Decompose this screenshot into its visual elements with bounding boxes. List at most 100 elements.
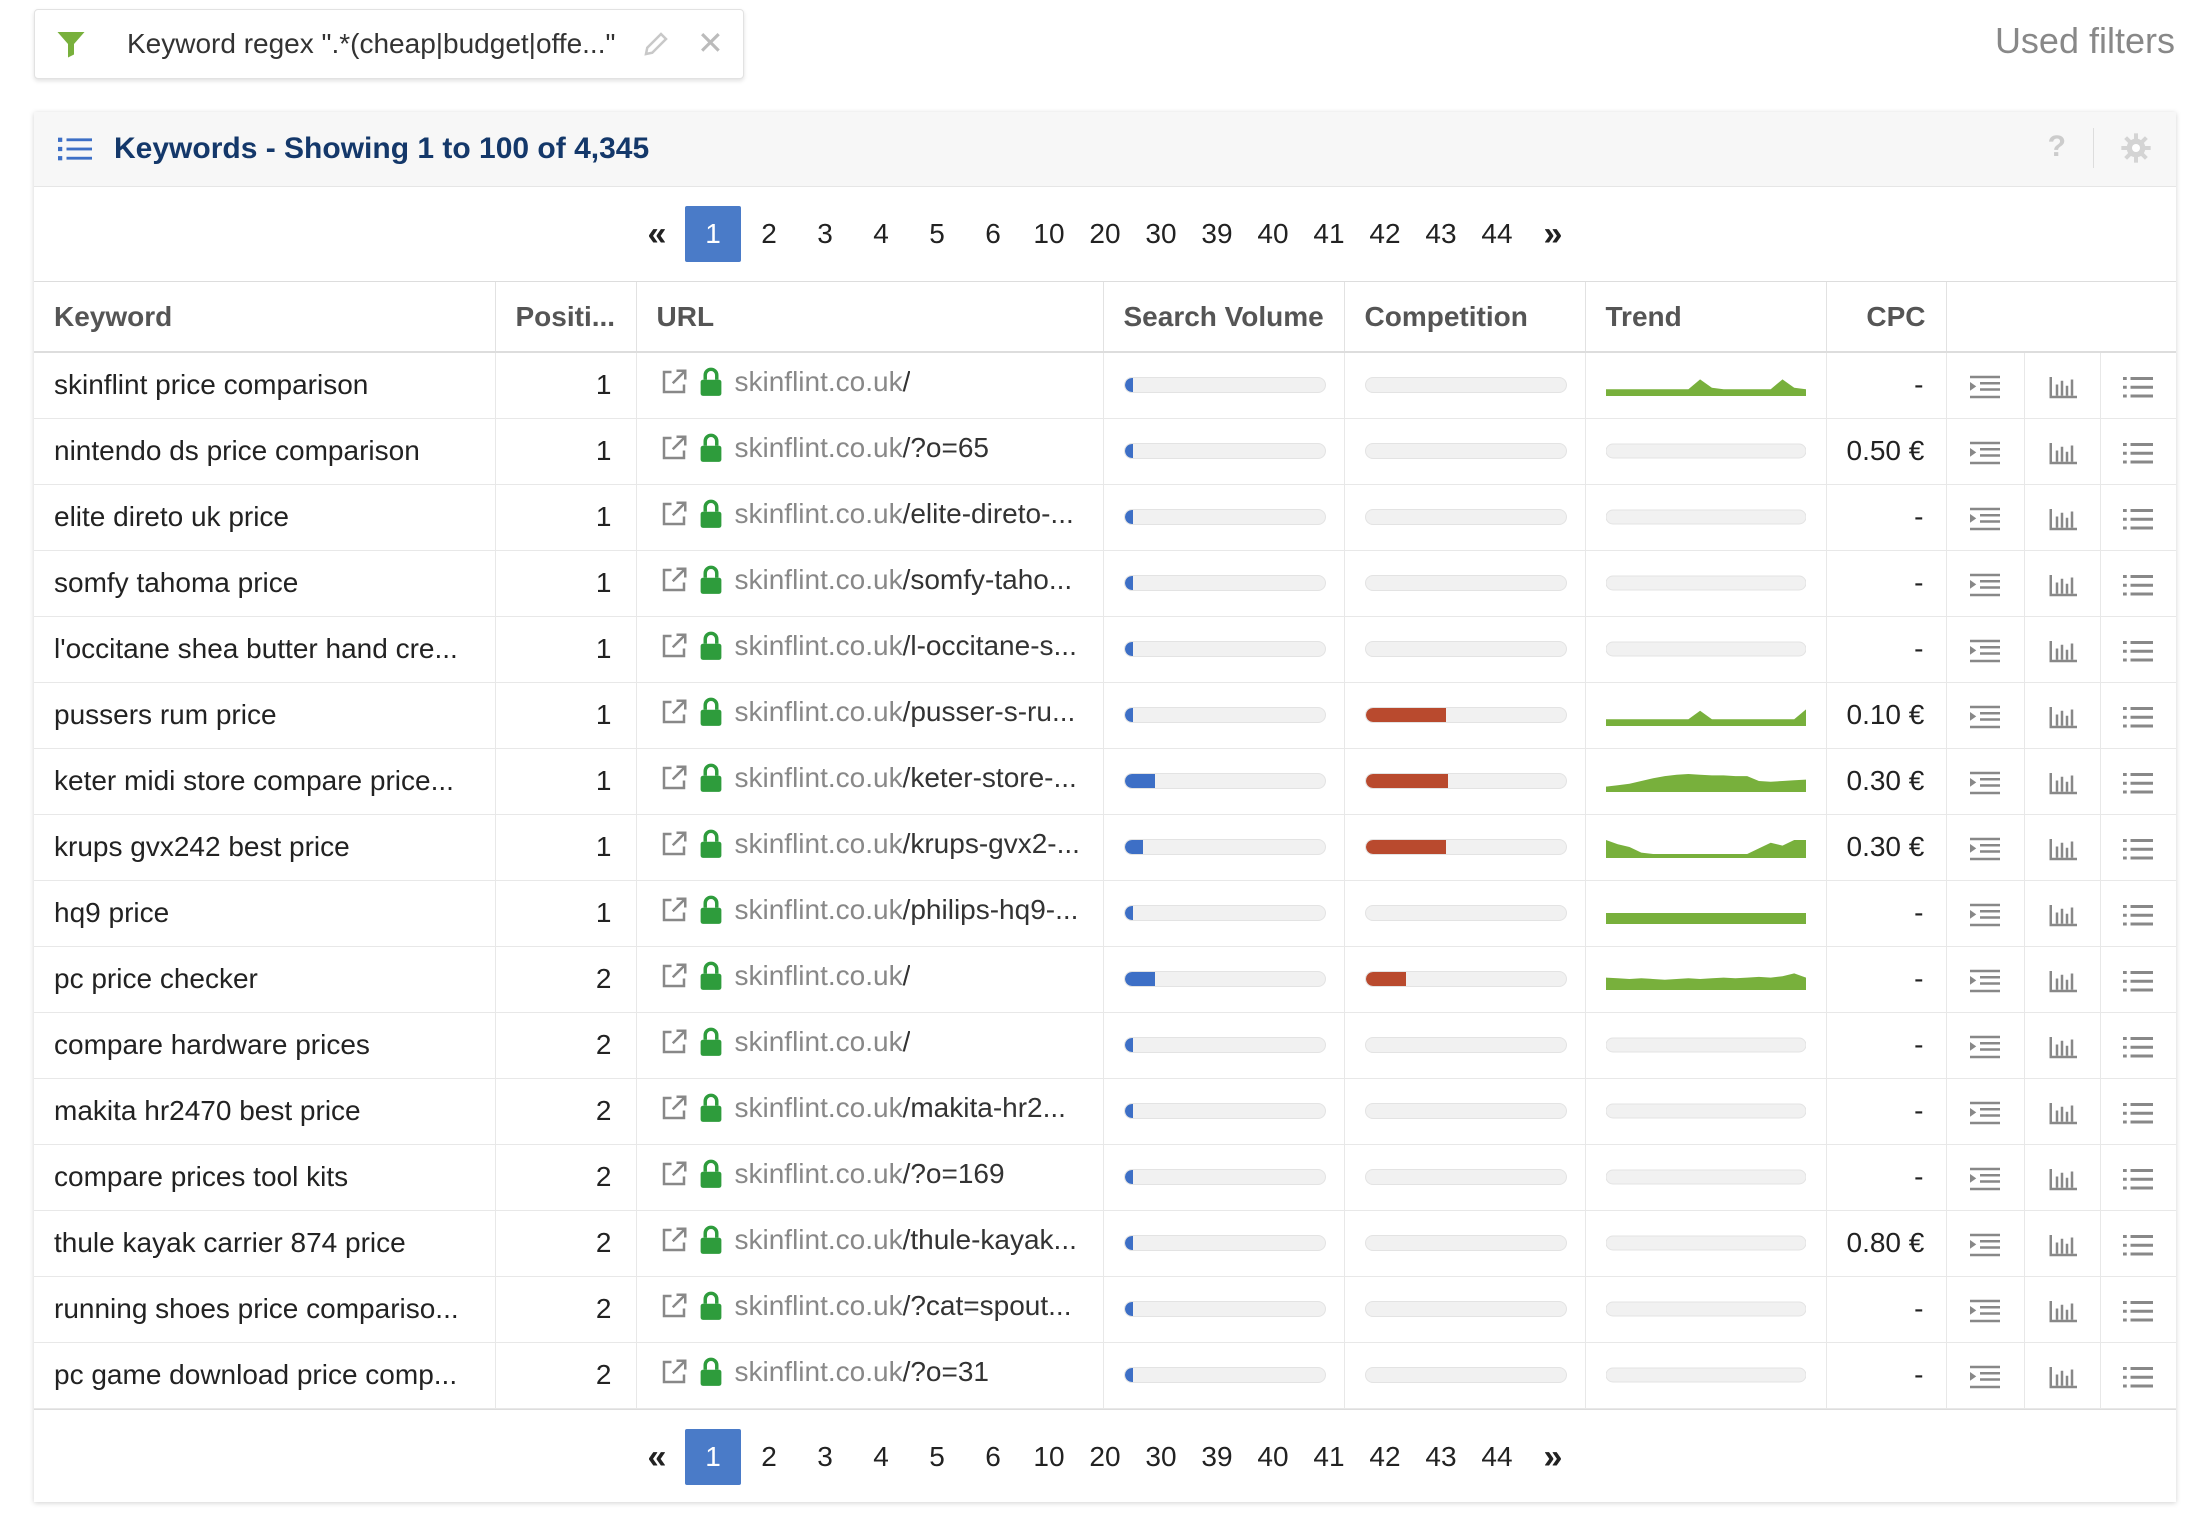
keyword-detail-icon[interactable] xyxy=(1946,814,2025,881)
url-link[interactable]: skinflint.co.uk/?o=65 xyxy=(735,432,990,464)
keyword-cell[interactable]: compare prices tool kits xyxy=(34,1144,496,1211)
url-link[interactable]: skinflint.co.uk/krups-gvx2-... xyxy=(735,828,1080,860)
external-link-icon[interactable] xyxy=(659,631,689,661)
keyword-detail-icon[interactable] xyxy=(1946,550,2025,617)
page-3-button[interactable]: 3 xyxy=(817,1440,833,1472)
last-page-button[interactable]: » xyxy=(1543,1437,1563,1476)
page-4-button[interactable]: 4 xyxy=(873,218,889,249)
keyword-cell[interactable]: skinflint price comparison xyxy=(34,352,496,419)
help-icon[interactable]: ? xyxy=(2047,130,2066,163)
col-competition[interactable]: Competition xyxy=(1344,282,1586,353)
bar-chart-icon[interactable] xyxy=(2024,1210,2101,1277)
keyword-detail-icon[interactable] xyxy=(1946,1012,2025,1079)
external-link-icon[interactable] xyxy=(659,829,689,859)
keyword-detail-icon[interactable] xyxy=(1946,682,2025,749)
keyword-detail-icon[interactable] xyxy=(1946,418,2025,485)
list-details-icon[interactable] xyxy=(2100,484,2176,551)
page-20-button[interactable]: 20 xyxy=(1089,1440,1121,1472)
url-link[interactable]: skinflint.co.uk/?o=31 xyxy=(735,1356,990,1388)
page-6-button[interactable]: 6 xyxy=(985,218,1001,249)
keyword-cell[interactable]: keter midi store compare price... xyxy=(34,748,496,815)
url-link[interactable]: skinflint.co.uk/elite-direto-... xyxy=(735,498,1074,530)
url-link[interactable]: skinflint.co.uk/ xyxy=(735,1026,911,1058)
active-filter-chip[interactable]: Keyword regex ".*(cheap|budget|offe..." … xyxy=(34,9,744,79)
page-43-button[interactable]: 43 xyxy=(1425,1440,1457,1472)
page-10-button[interactable]: 10 xyxy=(1033,1440,1065,1472)
page-41-button[interactable]: 41 xyxy=(1313,218,1345,249)
page-10-button[interactable]: 10 xyxy=(1033,218,1065,249)
page-2-button[interactable]: 2 xyxy=(761,218,777,249)
external-link-icon[interactable] xyxy=(659,1159,689,1189)
url-link[interactable]: skinflint.co.uk/philips-hq9-... xyxy=(735,894,1079,926)
external-link-icon[interactable] xyxy=(659,1093,689,1123)
keyword-detail-icon[interactable] xyxy=(1946,748,2025,815)
page-42-button[interactable]: 42 xyxy=(1369,218,1401,249)
keyword-detail-icon[interactable] xyxy=(1946,352,2025,419)
bar-chart-icon[interactable] xyxy=(2024,1342,2101,1409)
bar-chart-icon[interactable] xyxy=(2024,880,2101,947)
page-44-button[interactable]: 44 xyxy=(1481,1440,1513,1472)
bar-chart-icon[interactable] xyxy=(2024,946,2101,1013)
page-4-button[interactable]: 4 xyxy=(873,1440,889,1472)
keyword-cell[interactable]: pc price checker xyxy=(34,946,496,1013)
list-details-icon[interactable] xyxy=(2100,352,2176,419)
used-filters-link[interactable]: Used filters xyxy=(1994,20,2175,61)
bar-chart-icon[interactable] xyxy=(2024,748,2101,815)
keyword-detail-icon[interactable] xyxy=(1946,946,2025,1013)
col-keyword[interactable]: Keyword xyxy=(34,282,496,353)
external-link-icon[interactable] xyxy=(659,1357,689,1387)
page-1-button[interactable]: 1 xyxy=(685,1428,741,1485)
external-link-icon[interactable] xyxy=(659,697,689,727)
list-details-icon[interactable] xyxy=(2100,1012,2176,1079)
page-43-button[interactable]: 43 xyxy=(1425,218,1457,249)
page-1-button[interactable]: 1 xyxy=(685,206,741,262)
keyword-detail-icon[interactable] xyxy=(1946,616,2025,683)
external-link-icon[interactable] xyxy=(659,499,689,529)
url-link[interactable]: skinflint.co.uk/?cat=spout... xyxy=(735,1290,1072,1322)
list-details-icon[interactable] xyxy=(2100,946,2176,1013)
bar-chart-icon[interactable] xyxy=(2024,814,2101,881)
col-search-volume[interactable]: Search Volume xyxy=(1103,282,1345,353)
keyword-cell[interactable]: running shoes price compariso... xyxy=(34,1276,496,1343)
first-page-button[interactable]: « xyxy=(647,1437,667,1476)
keyword-cell[interactable]: nintendo ds price comparison xyxy=(34,418,496,485)
bar-chart-icon[interactable] xyxy=(2024,1012,2101,1079)
url-link[interactable]: skinflint.co.uk/makita-hr2... xyxy=(735,1092,1066,1124)
keyword-detail-icon[interactable] xyxy=(1946,1276,2025,1343)
col-trend[interactable]: Trend xyxy=(1585,282,1827,353)
first-page-button[interactable]: « xyxy=(647,215,667,253)
url-link[interactable]: skinflint.co.uk/ xyxy=(735,366,911,398)
external-link-icon[interactable] xyxy=(659,1027,689,1057)
bar-chart-icon[interactable] xyxy=(2024,1144,2101,1211)
page-30-button[interactable]: 30 xyxy=(1145,1440,1177,1472)
keyword-cell[interactable]: hq9 price xyxy=(34,880,496,947)
external-link-icon[interactable] xyxy=(659,895,689,925)
list-details-icon[interactable] xyxy=(2100,1078,2176,1145)
url-link[interactable]: skinflint.co.uk/?o=169 xyxy=(735,1158,1005,1190)
list-details-icon[interactable] xyxy=(2100,814,2176,881)
page-44-button[interactable]: 44 xyxy=(1481,218,1513,249)
list-details-icon[interactable] xyxy=(2100,616,2176,683)
url-link[interactable]: skinflint.co.uk/somfy-taho... xyxy=(735,564,1073,596)
remove-filter-icon[interactable]: ✕ xyxy=(697,25,724,61)
keyword-detail-icon[interactable] xyxy=(1946,1210,2025,1277)
external-link-icon[interactable] xyxy=(659,1225,689,1255)
page-2-button[interactable]: 2 xyxy=(761,1440,777,1472)
list-details-icon[interactable] xyxy=(2100,550,2176,617)
external-link-icon[interactable] xyxy=(659,565,689,595)
url-link[interactable]: skinflint.co.uk/ xyxy=(735,960,911,992)
keyword-detail-icon[interactable] xyxy=(1946,880,2025,947)
keyword-cell[interactable]: somfy tahoma price xyxy=(34,550,496,617)
page-20-button[interactable]: 20 xyxy=(1089,218,1121,249)
url-link[interactable]: skinflint.co.uk/l-occitane-s... xyxy=(735,630,1077,662)
list-details-icon[interactable] xyxy=(2100,1276,2176,1343)
col-cpc[interactable]: CPC xyxy=(1826,282,1947,353)
list-details-icon[interactable] xyxy=(2100,682,2176,749)
bar-chart-icon[interactable] xyxy=(2024,550,2101,617)
keyword-cell[interactable]: compare hardware prices xyxy=(34,1012,496,1079)
list-details-icon[interactable] xyxy=(2100,1210,2176,1277)
page-5-button[interactable]: 5 xyxy=(929,1440,945,1472)
keyword-cell[interactable]: makita hr2470 best price xyxy=(34,1078,496,1145)
bar-chart-icon[interactable] xyxy=(2024,616,2101,683)
keyword-cell[interactable]: thule kayak carrier 874 price xyxy=(34,1210,496,1277)
